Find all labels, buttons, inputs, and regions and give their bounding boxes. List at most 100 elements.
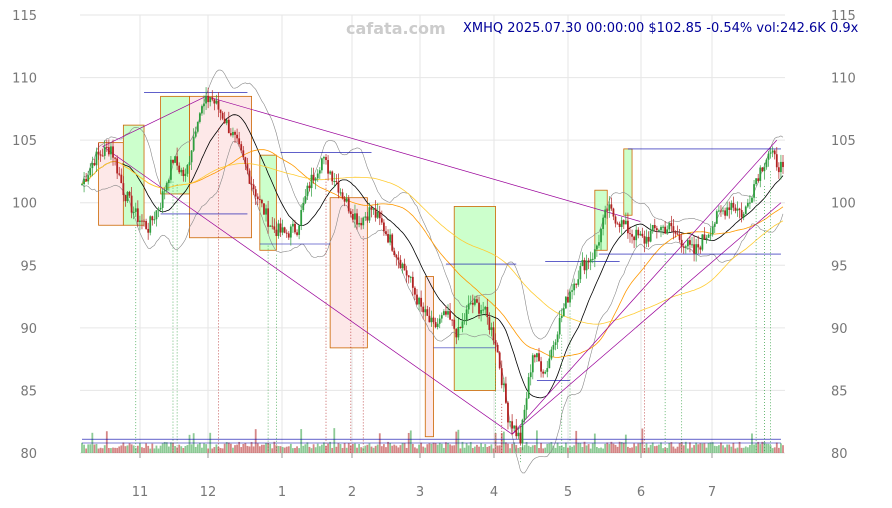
candle-body (143, 220, 145, 222)
candle-body (701, 234, 704, 250)
candle-body (360, 222, 363, 226)
candle-body (558, 317, 561, 335)
volume-bar (424, 447, 427, 453)
candle-body (591, 258, 594, 260)
candle-body (618, 223, 621, 227)
volume-bar (273, 441, 276, 453)
bollinger-lower (81, 140, 784, 474)
watermark: cafata.com (346, 19, 446, 38)
volume-bar (730, 446, 733, 453)
volume-bar (689, 442, 691, 453)
candle-body (130, 195, 133, 213)
volume-bar (85, 448, 88, 453)
candle-body (715, 211, 718, 224)
volume-bar (116, 447, 119, 453)
volume-bar (480, 443, 482, 453)
volume-bar (550, 442, 553, 453)
volume-bar (331, 447, 334, 453)
volume-bar (502, 431, 505, 453)
candle-body (693, 244, 695, 254)
candle-body (465, 309, 468, 321)
x-tick-label: 1 (278, 485, 286, 500)
volume-bar (602, 448, 604, 453)
volume-bar (496, 445, 499, 453)
candle-body (782, 161, 784, 168)
candle-body (554, 342, 557, 346)
candle-body (567, 296, 569, 303)
candle-body (573, 283, 576, 291)
volume-bar (265, 443, 267, 453)
candle-body (116, 158, 119, 174)
volume-bar (598, 448, 600, 453)
candle-body (536, 353, 538, 358)
volume-bar (453, 445, 456, 453)
volume-bar (631, 447, 633, 453)
volume-bar (196, 444, 199, 453)
candle-body (343, 198, 346, 202)
candle-body (711, 226, 714, 235)
volume-bar (432, 442, 435, 453)
volume-bar (554, 447, 557, 453)
candle-body (649, 230, 652, 242)
candle-body (775, 154, 778, 168)
volume-bar (366, 444, 369, 453)
candle-body (697, 244, 700, 248)
candle-body (89, 168, 92, 176)
volume-bar (318, 446, 321, 453)
volume-bar (544, 447, 547, 453)
candle-body (546, 368, 549, 372)
volume-bar (339, 444, 342, 453)
volume-bar (165, 442, 168, 453)
candle-body (761, 167, 764, 172)
volume-bar (767, 443, 770, 453)
volume-bar (105, 431, 108, 453)
candle-body (496, 344, 499, 353)
volume-bar (618, 441, 621, 453)
candle-body (163, 190, 166, 192)
candle-body (287, 233, 290, 238)
volume-bar (114, 447, 116, 453)
candle-body (302, 202, 305, 211)
volume-bar (184, 446, 187, 453)
candle-body (643, 236, 646, 244)
trend-line (511, 202, 782, 435)
candle-body (378, 211, 381, 219)
volume-bar (720, 442, 722, 453)
candle-body (368, 207, 371, 221)
volume-bar (562, 447, 565, 453)
volume-bar (143, 447, 145, 453)
candle-body (486, 306, 489, 318)
candle-body (728, 207, 731, 210)
candle-body (707, 234, 710, 238)
candle-body (476, 299, 478, 303)
volume-bar (575, 430, 578, 453)
volume-bar (107, 448, 110, 453)
volume-bar (564, 442, 567, 453)
volume-bar (492, 448, 495, 453)
volume-bar (312, 444, 315, 453)
volume-bar (172, 442, 174, 453)
volume-bar (558, 445, 561, 453)
candle-body (525, 398, 528, 410)
candle-body (457, 327, 460, 338)
candle-body (300, 210, 303, 226)
volume-bar (411, 443, 414, 453)
volume-bar (542, 448, 545, 453)
candle-body (263, 203, 265, 215)
candle-body (83, 178, 85, 185)
volume-bar (364, 445, 367, 453)
candle-body (517, 432, 520, 437)
candle-body (174, 156, 176, 163)
volume-bar (478, 446, 480, 453)
candle-body (99, 154, 102, 156)
candle-body (167, 179, 170, 184)
candle-body (405, 270, 408, 276)
candle-body (672, 226, 675, 232)
candle-body (341, 192, 344, 199)
volume-bar (304, 444, 307, 453)
candle-body (627, 220, 629, 234)
volume-bar (777, 447, 780, 453)
candle-body (238, 138, 241, 145)
volume-bar (151, 443, 154, 453)
candle-body (480, 310, 482, 314)
